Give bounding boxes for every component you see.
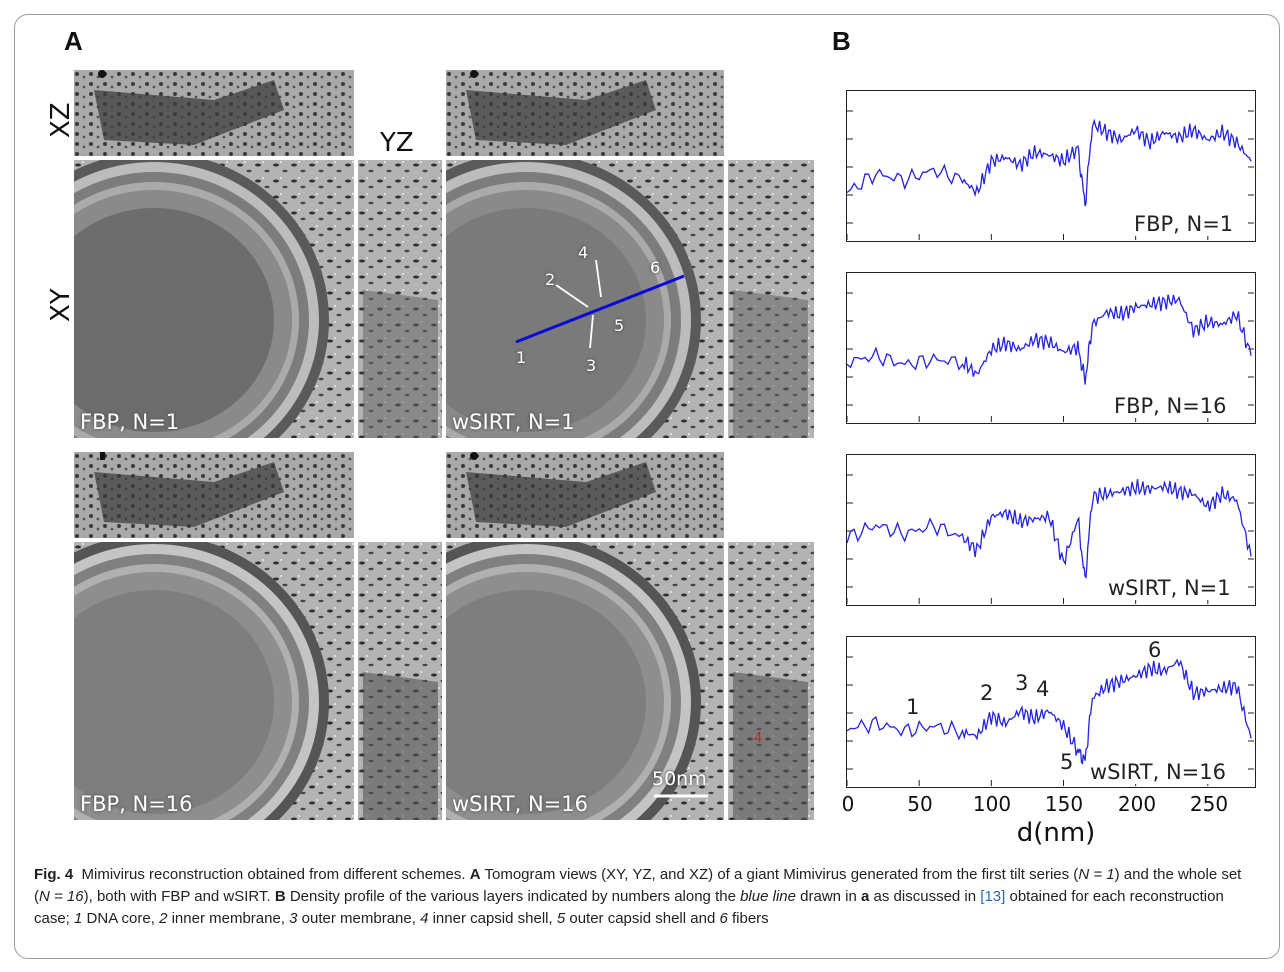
xy-wsirt1-image [446,160,724,438]
density-profile-line [846,658,1252,765]
caption-fig-label: Fig. 4 [34,866,74,883]
peak-label-3: 3 [1015,671,1029,695]
yz-fbp16-image [358,542,442,820]
peak-label-6: 6 [1148,638,1162,662]
plot-label-fbp-n1: FBP, N=1 [1134,212,1234,236]
density-profile-line [846,479,1252,579]
caption-item-4-num: 4 [420,910,429,927]
label-fbp-n1: FBP, N=1 [80,410,180,434]
caption-part-b: Density profile of the various layers in… [289,888,736,905]
caption-item-4-text: inner capsid shell, [432,910,553,927]
plot-label-fbp-n16: FBP, N=16 [1114,394,1227,418]
caption-part-a: Tomogram views (XY, YZ, and XZ) of a gia… [484,866,1079,883]
svg-text:4: 4 [754,731,762,746]
xtick-150: 150 [1044,792,1084,816]
caption-a-letter: A [469,866,481,883]
peak-label-4: 4 [1036,677,1050,701]
yz-label: YZ [380,128,414,158]
caption-n16: N = 16 [39,888,84,905]
xz-wsirt16-image [446,452,724,538]
caption-blue-line: blue line [740,888,796,905]
panel-a-letter: A [64,26,83,56]
xy-fbp16-image [74,542,354,820]
caption-part-a2: ) and the whole set ( [34,866,1242,905]
label-wsirt-n16: wSIRT, N=16 [452,792,588,816]
xtick-200: 200 [1117,792,1157,816]
figure-frame [14,14,1280,959]
plot-fbp-n16-svg [846,292,1254,422]
caption-part-b2: drawn in [800,888,857,905]
caption-title: Mimivirus reconstruction obtained from d… [81,866,466,883]
caption-item-1-num: 1 [74,910,83,927]
yz-wsirt16-image: 4 [728,542,814,820]
profile-blue-line [515,274,685,344]
scale-bar-label: 50nm [652,768,707,790]
xtick-250: 250 [1189,792,1229,816]
label-wsirt-n1: wSIRT, N=1 [452,410,575,434]
label-fbp-n16: FBP, N=16 [80,792,193,816]
caption-item-3-num: 3 [289,910,298,927]
xz-label: XZ [46,102,76,138]
marker-4: 4 [578,243,589,262]
caption-part-b3: as discussed in [873,888,977,905]
yz-wsirt1-image [728,160,814,438]
xz-fbp1-image [74,70,354,156]
figure-caption: Fig. 4 Mimivirus reconstruction obtained… [34,864,1260,930]
peak-label-1: 1 [906,695,920,719]
density-profile-line [846,118,1252,207]
density-profile-line [846,294,1252,385]
caption-item-2-text: inner membrane, [171,910,285,927]
caption-n1: N = 1 [1078,866,1115,883]
marker-2: 2 [545,270,556,289]
xz-fbp16-image [74,452,354,538]
x-axis-label: d(nm) [1016,818,1096,848]
caption-part-a3: ), both with FBP and wSIRT. [83,888,271,905]
yz-fbp1-image [358,160,442,438]
caption-item-6-num: 6 [719,910,728,927]
panel-b-letter: B [832,26,851,56]
caption-a-ref: a [861,888,870,905]
xy-label: XY [46,288,76,322]
caption-item-3-text: outer membrane, [301,910,416,927]
xtick-100: 100 [972,792,1012,816]
xtick-0: 0 [841,792,855,816]
marker-6: 6 [650,258,661,277]
xy-fbp1-image [74,160,354,438]
plot-wsirt-n1-svg [846,474,1254,604]
caption-item-6-text: fibers [731,910,769,927]
marker-3: 3 [586,356,597,375]
caption-item-1-text: DNA core, [86,910,155,927]
caption-item-5-text: outer capsid shell and [569,910,716,927]
marker-1: 1 [516,348,527,367]
xtick-50: 50 [907,792,933,816]
caption-b-letter: B [274,888,286,905]
xz-wsirt1-image [446,70,724,156]
peak-label-5: 5 [1060,750,1074,774]
xy-wsirt16-image [446,542,724,820]
peak-label-2: 2 [980,681,994,705]
caption-item-5-num: 5 [556,910,566,927]
caption-reference-link[interactable]: [13] [980,888,1006,905]
caption-part-b4: obtained for each reconstruction case; [34,888,1224,927]
plot-label-wsirt-n16: wSIRT, N=16 [1090,760,1226,784]
marker-5: 5 [614,316,625,335]
plot-label-wsirt-n1: wSIRT, N=1 [1108,576,1231,600]
caption-item-2-num: 2 [159,910,168,927]
